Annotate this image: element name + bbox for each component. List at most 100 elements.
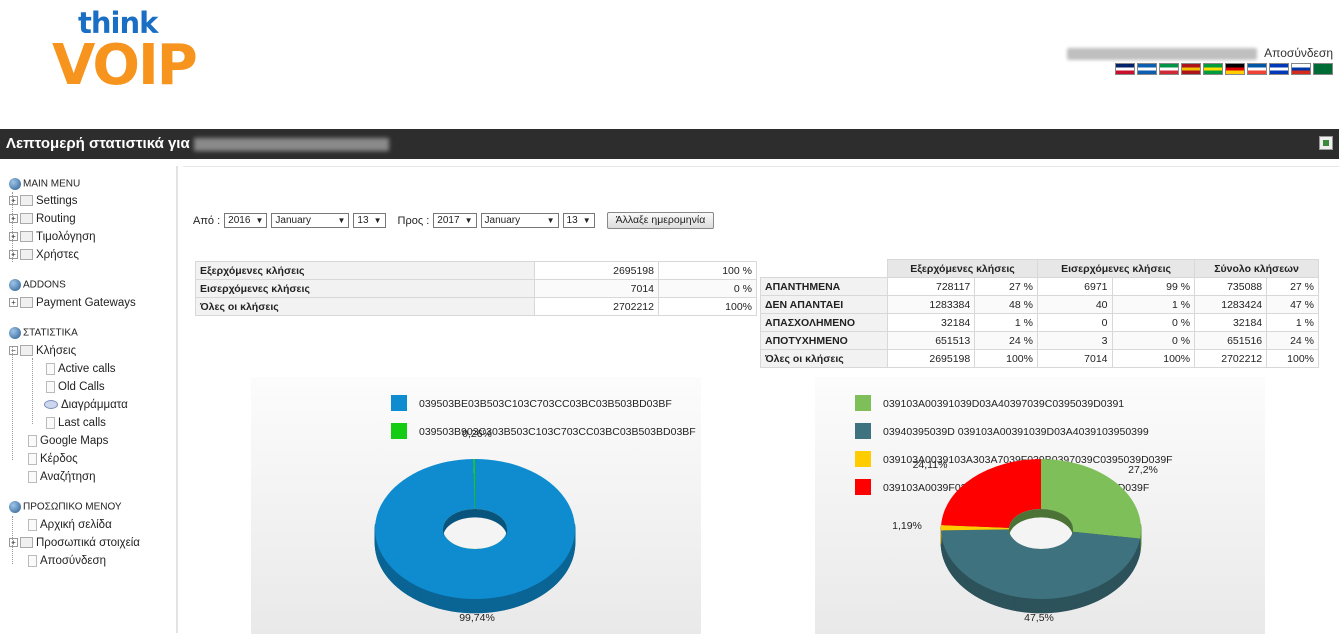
table-cell: 0 [1037,314,1112,332]
page-icon [28,555,37,567]
folder-icon [20,297,33,308]
flag-saudi-icon[interactable] [1313,63,1333,75]
sidebar-section-statistics: ΣΤΑΤΙΣΤΙΚΑ [9,327,78,339]
folder-icon [20,249,33,260]
flag-france-icon[interactable] [1247,63,1267,75]
to-year-select[interactable]: 2017 [433,213,476,228]
sidebar-item-personal-info[interactable]: +Προσωπικά στοιχεία [9,537,140,549]
flag-greece-icon[interactable] [1137,63,1157,75]
header-incoming: Εισερχόμενες κλήσεις [1037,260,1194,278]
from-year-select[interactable]: 2016 [224,213,267,228]
row-label: ΑΠΟΤΥΧΗΜΕΝΟ [761,332,888,350]
table-cell: 1 % [975,314,1038,332]
legend-swatch[interactable] [855,423,871,439]
flag-spain-icon[interactable] [1181,63,1201,75]
logout-link[interactable]: Αποσύνδεση [1264,46,1333,60]
expand-icon[interactable]: + [9,232,18,241]
expand-icon[interactable]: + [9,196,18,205]
legend-swatch[interactable] [855,395,871,411]
legend-label[interactable]: 039103A00391039D03A40397039C0395039D0391 [883,398,1124,410]
row-label: Εισερχόμενες κλήσεις [196,280,535,298]
table-cell: 0 % [1112,332,1195,350]
data-label: 24,11% [913,459,948,471]
table-corner [761,260,888,278]
sidebar-item-search[interactable]: Αναζήτηση [28,471,96,483]
row-pct: 0 % [659,280,757,298]
sidebar-item-profit[interactable]: Κέρδος [28,453,78,465]
header-total: Σύνολο κλήσεων [1195,260,1319,278]
exit-icon[interactable] [1319,136,1333,150]
table-cell: 3 [1037,332,1112,350]
thinkvoip-logo[interactable]: think VOIP [52,6,222,106]
page-icon [28,453,37,465]
folder-icon [20,537,33,548]
folder-open-icon [20,345,33,356]
diagram-icon [44,400,58,409]
legend-label[interactable]: 039503B903C303B503C103C703CC03BC03B503BD… [419,426,696,438]
collapse-icon[interactable]: − [9,346,18,355]
globe-icon [9,279,21,291]
table-cell: 728117 [888,278,975,296]
flag-italy-icon[interactable] [1159,63,1179,75]
table-cell: 40 [1037,296,1112,314]
change-date-button[interactable]: Άλλαξε ημερομηνία [607,212,715,229]
table-cell: 100% [1267,350,1319,368]
username-redacted [1067,48,1257,60]
pie-chart-2-svg: 039103A00391039D03A40397039C0395039D0391… [815,377,1265,634]
sidebar-item-last-calls[interactable]: Last calls [46,417,106,429]
row-pct: 100 % [659,262,757,280]
sidebar-item-calls[interactable]: −Κλήσεις [9,345,76,357]
table-cell: 2702212 [1195,350,1267,368]
legend-label[interactable]: 039503BE03B503C103C703CC03BC03B503BD03BF [419,398,672,410]
main-content: Από : 2016 January 13 Προς : 2017 Januar… [183,166,1339,634]
data-label: 47,5% [1024,612,1054,624]
table-cell: 1 % [1267,314,1319,332]
sidebar-item-old-calls[interactable]: Old Calls [46,381,105,393]
legend-label[interactable]: 03940395039D 039103A00391039D03A40391039… [883,426,1149,438]
folder-icon [20,195,33,206]
expand-icon[interactable]: + [9,250,18,259]
flag-uk-icon[interactable] [1115,63,1135,75]
table-cell: 47 % [1267,296,1319,314]
sidebar-item-google-maps[interactable]: Google Maps [28,435,108,447]
table-cell: 24 % [975,332,1038,350]
table-cell: 100% [975,350,1038,368]
legend-swatch[interactable] [855,479,871,495]
sidebar-item-settings[interactable]: +Settings [9,195,78,207]
legend-swatch[interactable] [391,423,407,439]
sidebar-item-billing[interactable]: +Τιμολόγηση [9,231,96,243]
from-day-select[interactable]: 13 [353,213,385,228]
expand-icon[interactable]: + [9,538,18,547]
folder-icon [20,231,33,242]
logo-voip-text: VOIP [52,38,196,94]
sidebar-item-active-calls[interactable]: Active calls [46,363,116,375]
table-cell: 99 % [1112,278,1195,296]
sidebar-item-logout[interactable]: Αποσύνδεση [28,555,106,567]
expand-icon[interactable]: + [9,298,18,307]
legend-swatch[interactable] [855,451,871,467]
to-day-select[interactable]: 13 [563,213,595,228]
sidebar-item-routing[interactable]: +Routing [9,213,76,225]
sidebar-item-diagrams[interactable]: Διαγράμματα [44,399,128,411]
expand-icon[interactable]: + [9,214,18,223]
title-redacted [194,138,389,151]
to-month-select[interactable]: January [481,213,559,228]
to-label: Προς : [398,215,430,227]
flag-germany-icon[interactable] [1225,63,1245,75]
table-cell: 1 % [1112,296,1195,314]
table-cell: 1283384 [888,296,975,314]
sidebar-item-payment-gateways[interactable]: +Payment Gateways [9,297,136,309]
sidebar-item-home[interactable]: Αρχική σελίδα [28,519,112,531]
flag-brazil-icon[interactable] [1203,63,1223,75]
from-month-select[interactable]: January [271,213,349,228]
legend-swatch[interactable] [391,395,407,411]
flag-russia-icon[interactable] [1291,63,1311,75]
page-icon [28,435,37,447]
globe-icon [9,327,21,339]
flag-israel-icon[interactable] [1269,63,1289,75]
sidebar-item-users[interactable]: +Χρήστες [9,249,79,261]
header: think VOIP Αποσύνδεση [0,0,1339,128]
